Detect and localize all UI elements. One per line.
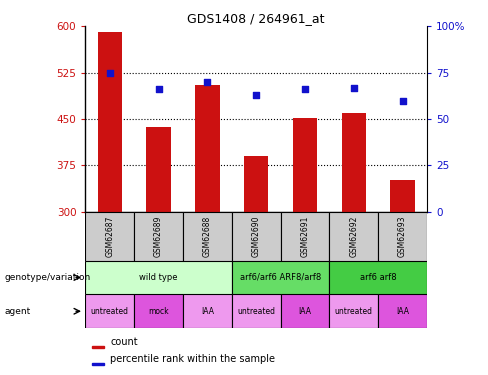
Bar bbox=[378, 212, 427, 261]
Bar bbox=[183, 294, 232, 328]
Bar bbox=[329, 212, 378, 261]
Text: IAA: IAA bbox=[396, 307, 409, 316]
Bar bbox=[98, 33, 122, 212]
Point bbox=[203, 79, 211, 85]
Bar bbox=[195, 85, 220, 212]
Text: mock: mock bbox=[148, 307, 169, 316]
Text: wild type: wild type bbox=[140, 273, 178, 282]
Point bbox=[106, 70, 114, 76]
Text: IAA: IAA bbox=[299, 307, 311, 316]
Text: GSM62693: GSM62693 bbox=[398, 216, 407, 257]
Text: IAA: IAA bbox=[201, 307, 214, 316]
Bar bbox=[232, 212, 281, 261]
Bar bbox=[92, 363, 103, 365]
Bar bbox=[329, 261, 427, 294]
Text: genotype/variation: genotype/variation bbox=[5, 273, 91, 282]
Text: GSM62688: GSM62688 bbox=[203, 216, 212, 257]
Text: untreated: untreated bbox=[237, 307, 275, 316]
Title: GDS1408 / 264961_at: GDS1408 / 264961_at bbox=[187, 12, 325, 25]
Point bbox=[350, 84, 358, 90]
Bar bbox=[85, 212, 134, 261]
Bar bbox=[85, 261, 232, 294]
Bar bbox=[146, 127, 171, 212]
Bar bbox=[390, 180, 415, 212]
Bar bbox=[92, 346, 103, 348]
Text: arf6/arf6 ARF8/arf8: arf6/arf6 ARF8/arf8 bbox=[240, 273, 321, 282]
Text: count: count bbox=[110, 337, 138, 347]
Text: untreated: untreated bbox=[335, 307, 373, 316]
Bar bbox=[281, 212, 329, 261]
Text: untreated: untreated bbox=[91, 307, 129, 316]
Bar bbox=[232, 261, 329, 294]
Bar bbox=[85, 294, 134, 328]
Point bbox=[155, 86, 163, 92]
Text: GSM62689: GSM62689 bbox=[154, 216, 163, 257]
Text: agent: agent bbox=[5, 307, 31, 316]
Point bbox=[301, 86, 309, 92]
Bar bbox=[378, 294, 427, 328]
Text: GSM62690: GSM62690 bbox=[252, 216, 261, 257]
Text: arf6 arf8: arf6 arf8 bbox=[360, 273, 397, 282]
Text: percentile rank within the sample: percentile rank within the sample bbox=[110, 354, 275, 364]
Bar bbox=[244, 156, 268, 212]
Text: GSM62691: GSM62691 bbox=[301, 216, 309, 257]
Bar bbox=[281, 294, 329, 328]
Bar bbox=[329, 294, 378, 328]
Bar bbox=[293, 118, 317, 212]
Point bbox=[252, 92, 260, 98]
Text: GSM62692: GSM62692 bbox=[349, 216, 358, 257]
Bar bbox=[183, 212, 232, 261]
Point bbox=[399, 98, 407, 104]
Text: GSM62687: GSM62687 bbox=[105, 216, 114, 257]
Bar bbox=[342, 113, 366, 212]
Bar bbox=[134, 212, 183, 261]
Bar bbox=[134, 294, 183, 328]
Bar bbox=[232, 294, 281, 328]
